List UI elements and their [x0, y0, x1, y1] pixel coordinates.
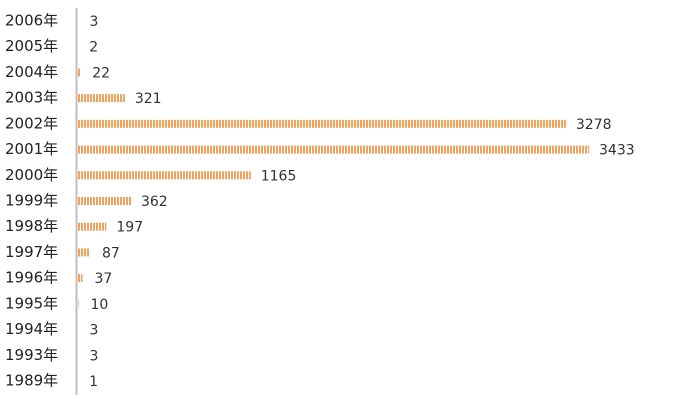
data-label: 3278 [576, 117, 612, 133]
category-label: 1996年 [5, 269, 58, 287]
category-label: 2006年 [5, 12, 58, 30]
bar [77, 197, 131, 205]
category-label: 1998年 [5, 217, 58, 235]
category-label: 2005年 [5, 37, 58, 55]
bar [77, 119, 566, 128]
data-label: 3 [89, 323, 98, 339]
data-label: 362 [141, 194, 168, 210]
category-label: 2003年 [5, 89, 58, 107]
bar [77, 171, 251, 180]
bar [77, 274, 83, 283]
category-label: 2001年 [5, 140, 58, 158]
category-label: 1995年 [5, 294, 58, 312]
category-label: 1997年 [5, 243, 58, 261]
data-label: 10 [90, 297, 108, 313]
category-label: 1999年 [5, 192, 58, 210]
category-label: 2002年 [5, 114, 58, 132]
data-label: 3 [89, 348, 98, 364]
data-label: 22 [92, 65, 110, 81]
data-label: 37 [95, 271, 113, 287]
data-label: 1 [89, 374, 98, 390]
data-label: 87 [102, 245, 120, 261]
bar [77, 248, 90, 257]
bar [77, 68, 81, 77]
category-label: 1994年 [5, 320, 58, 338]
category-label: 2000年 [5, 166, 58, 184]
data-label: 2 [89, 40, 98, 56]
bar [77, 94, 125, 103]
category-label: 1993年 [5, 346, 58, 364]
data-label: 1165 [261, 168, 297, 184]
bar [77, 299, 79, 308]
category-label: 1989年 [5, 372, 58, 390]
bar [77, 145, 589, 154]
category-label: 2004年 [5, 63, 58, 81]
data-label: 197 [116, 220, 143, 236]
bar [77, 222, 107, 231]
data-label: 3433 [599, 143, 635, 159]
data-label: 321 [135, 91, 162, 107]
data-label: 3 [89, 14, 98, 30]
